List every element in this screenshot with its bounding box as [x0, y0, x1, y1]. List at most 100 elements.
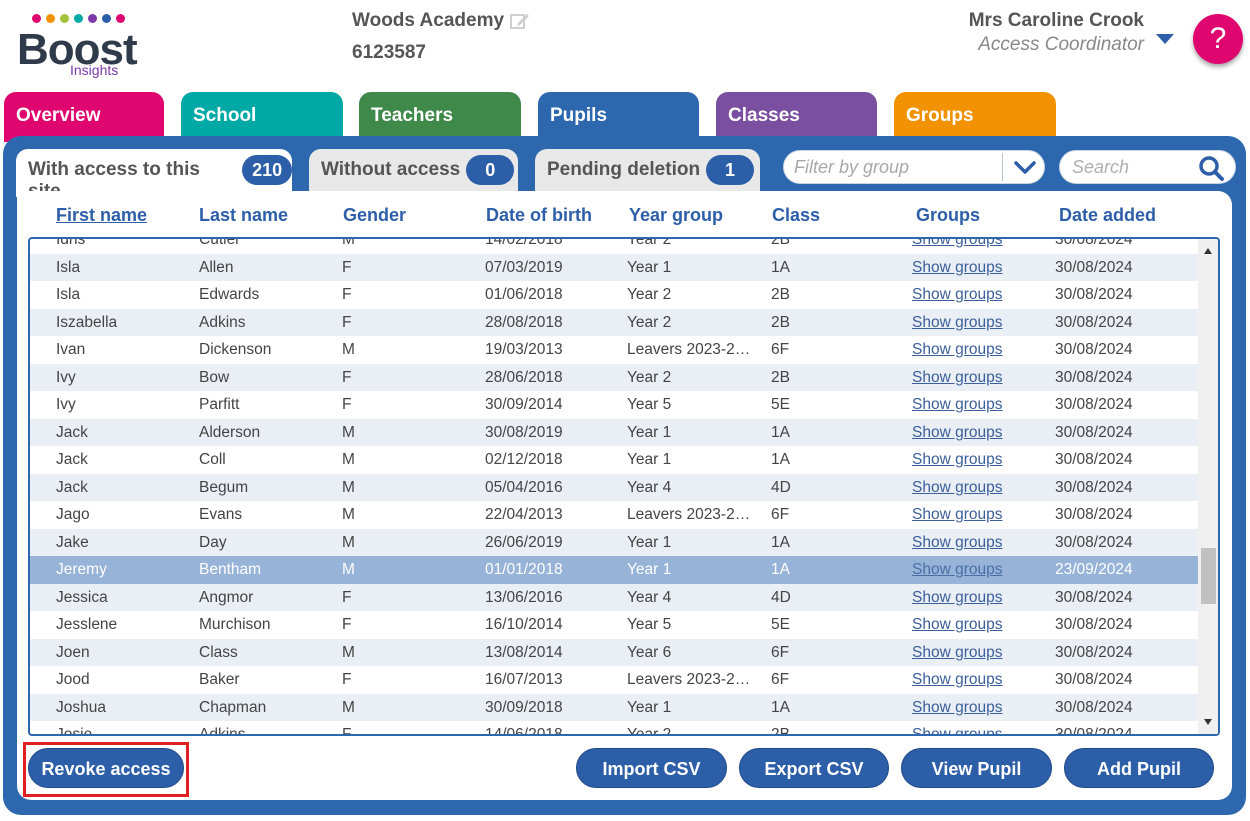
cell-groups-link[interactable]: Show groups	[912, 286, 1003, 303]
cell-groups-link[interactable]: Show groups	[912, 588, 1003, 606]
cell-gender: F	[342, 313, 352, 331]
table-row[interactable]: Joshua Chapman M 30/09/2018 Year 1 1A Show gro…	[30, 693, 1198, 721]
cell-class: 2B	[771, 726, 790, 736]
table-row[interactable]: Jack Begum M 05/04/2016 Year 4 4D Show groups 3…	[30, 473, 1198, 501]
table-row[interactable]: Jack Alderson M 30/08/2019 Year 1 1A Show grou…	[30, 418, 1198, 446]
col-header-groups[interactable]: Groups	[916, 205, 981, 225]
cell-groups-link[interactable]: Show groups	[912, 671, 1003, 688]
table-row[interactable]: Jood Baker F 16/07/2013 Leavers 2023-2… 6F Sho…	[30, 666, 1198, 694]
logo-dot	[88, 14, 97, 23]
scroll-up-icon[interactable]	[1204, 248, 1212, 254]
tab-overview[interactable]: Overview	[4, 92, 164, 142]
table-row[interactable]: Isla Edwards F 01/06/2018 Year 2 2B Show group…	[30, 281, 1198, 309]
scroll-thumb[interactable]	[1201, 548, 1216, 604]
edit-icon[interactable]	[510, 12, 530, 30]
cell-last-name: Dickenson	[199, 341, 272, 358]
cell-class: 2B	[771, 313, 790, 331]
table-row[interactable]: Jessica Angmor F 13/06/2016 Year 4 4D Show gro…	[30, 583, 1198, 611]
cell-groups-link[interactable]: Show groups	[912, 478, 1003, 496]
col-header-date-of-birth[interactable]: Date of birth	[486, 205, 592, 225]
chevron-down-icon[interactable]	[1010, 155, 1040, 179]
tab-teachers[interactable]: Teachers	[359, 92, 521, 142]
cell-groups-link[interactable]: Show groups	[912, 643, 1003, 661]
table-row[interactable]: Jeremy Bentham M 01/01/2018 Year 1 1A Show gro…	[30, 556, 1198, 584]
subtab-without-access[interactable]: Without access 0	[309, 149, 518, 193]
filter-divider	[1002, 153, 1003, 181]
tab-groups[interactable]: Groups	[894, 92, 1056, 142]
cell-date-of-birth: 28/08/2018	[485, 313, 563, 331]
col-header-date-added[interactable]: Date added	[1059, 205, 1157, 225]
user-info[interactable]: Mrs Caroline Crook Access Coordinator	[969, 10, 1144, 56]
table-row[interactable]: Ivy Parfitt F 30/09/2014 Year 5 5E Show groups…	[30, 391, 1198, 419]
cell-date-of-birth: 13/06/2016	[485, 588, 563, 606]
cell-groups-link[interactable]: Show groups	[912, 237, 1003, 248]
cell-date-added: 30/08/2024	[1055, 671, 1133, 688]
table-row[interactable]: Ivy Bow F 28/06/2018 Year 2 2B Show groups 30/0…	[30, 363, 1198, 391]
cell-groups-link[interactable]: Show groups	[912, 726, 1003, 736]
user-role: Access Coordinator	[978, 34, 1144, 55]
cell-groups-link[interactable]: Show groups	[912, 313, 1003, 331]
cell-gender: M	[342, 533, 355, 551]
cell-groups-link[interactable]: Show groups	[912, 423, 1003, 441]
cell-class: 1A	[771, 561, 790, 578]
col-header-first-name[interactable]: First name	[56, 205, 148, 225]
cell-groups-link[interactable]: Show groups	[912, 451, 1003, 468]
cell-gender: F	[342, 396, 352, 413]
pupils-table[interactable]: Idris Cutler M 14/02/2018 Year 2 2B Show group…	[28, 237, 1220, 736]
cell-groups-link[interactable]: Show groups	[912, 561, 1003, 578]
table-row[interactable]: Isla Allen F 07/03/2019 Year 1 1A Show groups 3…	[30, 253, 1198, 281]
import-csv-button[interactable]: Import CSV	[576, 748, 727, 788]
cell-last-name: Edwards	[199, 286, 260, 303]
add-pupil-button[interactable]: Add Pupil	[1064, 748, 1214, 788]
search-input[interactable]: Search	[1059, 150, 1236, 184]
cell-class: 1A	[771, 258, 790, 276]
col-header-year-group[interactable]: Year group	[629, 205, 724, 225]
table-row[interactable]: Ivan Dickenson M 19/03/2013 Leavers 2023-2… 6…	[30, 336, 1198, 364]
cell-gender: M	[342, 478, 355, 496]
cell-groups-link[interactable]: Show groups	[912, 506, 1003, 523]
col-header-gender[interactable]: Gender	[343, 205, 407, 225]
cell-date-of-birth: 19/03/2013	[485, 341, 563, 358]
subtab-with-access[interactable]: With access to this site 210	[16, 149, 292, 202]
cell-first-name: Ivan	[56, 341, 86, 358]
logo-dot	[102, 14, 111, 23]
cell-groups-link[interactable]: Show groups	[912, 396, 1003, 413]
subtab-pending-deletion[interactable]: Pending deletion 1	[535, 149, 760, 193]
tab-classes[interactable]: Classes	[716, 92, 877, 142]
cell-groups-link[interactable]: Show groups	[912, 698, 1003, 716]
cell-groups-link[interactable]: Show groups	[912, 258, 1003, 276]
view-pupil-button[interactable]: View Pupil	[901, 748, 1052, 788]
cell-groups-link[interactable]: Show groups	[912, 616, 1003, 633]
cell-class: 1A	[771, 698, 790, 716]
table-row[interactable]: Jake Day M 26/06/2019 Year 1 1A Show groups 30/…	[30, 528, 1198, 556]
tab-pupils[interactable]: Pupils	[538, 92, 699, 142]
group-filter-select[interactable]: Filter by group	[783, 150, 1045, 184]
search-icon[interactable]	[1197, 154, 1225, 182]
cell-class: 4D	[771, 588, 791, 606]
table-row[interactable]: Jesslene Murchison F 16/10/2014 Year 5 5E Show…	[30, 611, 1198, 639]
cell-groups-link[interactable]: Show groups	[912, 341, 1003, 358]
table-row[interactable]: Idris Cutler M 14/02/2018 Year 2 2B Show group…	[30, 237, 1198, 254]
user-menu-caret-icon[interactable]	[1156, 34, 1174, 44]
help-button[interactable]: ?	[1193, 14, 1243, 64]
table-row[interactable]: Joen Class M 13/08/2014 Year 6 6F Show groups 3…	[30, 638, 1198, 666]
cell-last-name: Begum	[199, 478, 249, 496]
cell-gender: M	[342, 506, 355, 523]
export-csv-button[interactable]: Export CSV	[739, 748, 889, 788]
cell-groups-link[interactable]: Show groups	[912, 533, 1003, 551]
cell-first-name: Isla	[56, 286, 81, 303]
cell-date-of-birth: 30/09/2018	[485, 698, 563, 716]
table-row[interactable]: Jack Coll M 02/12/2018 Year 1 1A Show groups 30…	[30, 446, 1198, 474]
col-header-last-name[interactable]: Last name	[199, 205, 289, 225]
school-urn: 6123587	[352, 42, 426, 63]
col-header-class[interactable]: Class	[772, 205, 821, 225]
table-row[interactable]: Jago Evans M 22/04/2013 Leavers 2023-2… 6F Sho…	[30, 501, 1198, 529]
scroll-down-icon[interactable]	[1204, 719, 1212, 725]
cell-groups-link[interactable]: Show groups	[912, 368, 1003, 386]
table-row[interactable]: Josie Adkins F 14/06/2018 Year 2 2B Show group…	[30, 721, 1198, 736]
table-scrollbar[interactable]	[1198, 239, 1218, 734]
revoke-access-button[interactable]: Revoke access	[28, 748, 184, 788]
boost-insights-logo[interactable]: Boost Insights	[14, 12, 144, 80]
tab-school[interactable]: School	[181, 92, 343, 142]
table-row[interactable]: Iszabella Adkins F 28/08/2018 Year 2 2B Show g…	[30, 308, 1198, 336]
